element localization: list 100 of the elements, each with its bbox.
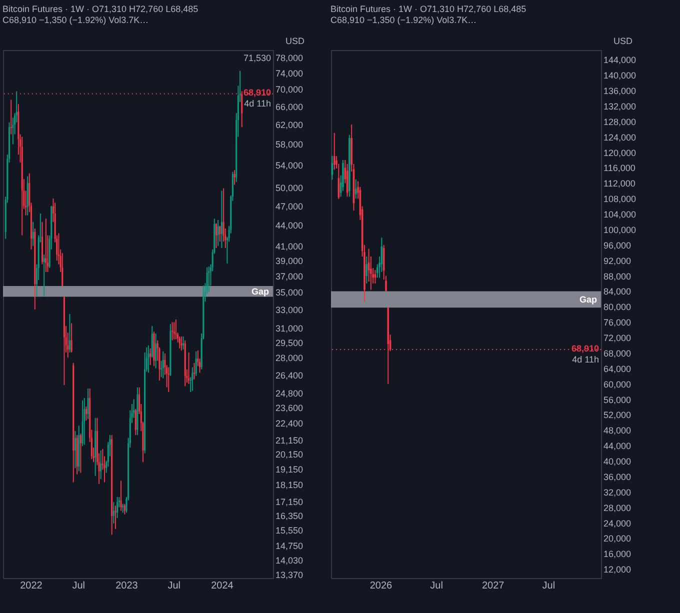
candlestick (150, 348, 152, 366)
candlestick (192, 366, 194, 392)
y-tick-label: 116,000 (604, 163, 636, 174)
band-label: Gap (579, 294, 598, 304)
y-tick-label: 18,150 (276, 480, 304, 490)
x-tick-label: Jul (72, 580, 85, 592)
y-tick-label: 76,000 (604, 318, 632, 328)
x-tick-label: 2022 (20, 580, 43, 592)
y-tick-label: 19,150 (276, 464, 304, 474)
y-tick-label: 26,400 (276, 370, 304, 380)
y-tick-label: 54,000 (276, 160, 304, 171)
y-tick-label: 112,000 (604, 178, 636, 189)
candlestick (80, 433, 82, 474)
candlestick (114, 505, 116, 530)
y-tick-label: 31,000 (276, 323, 304, 334)
x-tick-label: 2027 (482, 580, 505, 592)
y-tick-label: 37,000 (276, 271, 304, 282)
chart-title: Bitcoin Futures · 1W · O71,310 H72,760 L68,485 C68,910 −1,350 (−1.92%) Vol3.7K… (330, 4, 526, 25)
x-tick-label: Jul (430, 580, 443, 592)
candlestick (182, 336, 184, 350)
text: USD (613, 36, 633, 46)
y-tick-label: 140,000 (604, 70, 636, 81)
y-tick-label: 12,000 (604, 564, 632, 575)
y-tick-label: 48,000 (604, 426, 632, 436)
y-tick-label: 88,000 (604, 271, 632, 282)
candlestick (333, 132, 336, 170)
candlestick (87, 388, 89, 420)
y-tick-label: 39,000 (276, 256, 304, 266)
y-tick-label: 74,000 (276, 68, 304, 78)
y-tick-label: 14,750 (276, 540, 304, 551)
band-label: Gap (251, 286, 270, 296)
candlestick (220, 190, 222, 249)
y-tick-label: 32,000 (604, 487, 632, 498)
candlestick (120, 480, 122, 512)
ref-line-label: 68,910 (571, 343, 599, 354)
candlestick (85, 406, 87, 421)
y-tick-label: 24,000 (604, 518, 632, 528)
annotation: 4d 11h (244, 98, 271, 109)
candlestick (43, 254, 45, 297)
x-tick-label: 2024 (211, 580, 234, 592)
candlestick (195, 350, 197, 376)
candlestick (84, 397, 86, 446)
y-tick-label: 66,000 (276, 102, 304, 112)
y-tick-label: 50,000 (276, 183, 304, 194)
y-tick-label: 28,000 (604, 502, 632, 513)
candlestick (208, 266, 210, 293)
candlestick (234, 170, 236, 186)
y-tick-label: 96,000 (604, 240, 632, 250)
y-tick-label: 72,000 (604, 333, 632, 344)
y-tick-label: 120,000 (604, 148, 636, 158)
y-tick-label: 17,150 (276, 496, 304, 507)
y-tick-label: 56,000 (604, 394, 632, 405)
candlestick (74, 430, 76, 469)
y-tick-label: 104,000 (604, 210, 636, 220)
candlestick (188, 352, 190, 384)
y-tick-label: 60,000 (604, 379, 632, 390)
candlestick (68, 313, 70, 353)
y-tick-label: 21,150 (276, 435, 304, 446)
x-tick-label: Jul (542, 580, 556, 592)
candlestick (219, 225, 221, 242)
candlestick (82, 400, 84, 447)
candlestick (134, 408, 136, 436)
candlestick (217, 219, 219, 246)
y-tick-label: 136,000 (604, 86, 636, 96)
y-tick-label: 35,000 (276, 288, 304, 298)
candlestick (32, 221, 34, 246)
candlestick (155, 333, 157, 369)
candlestick (100, 450, 102, 480)
y-tick-label: 33,000 (276, 304, 304, 315)
annotation: 4d 11h (572, 354, 599, 364)
y-tick-label: 52,000 (604, 410, 632, 420)
candlestick (171, 322, 174, 341)
y-tick-label: 100,000 (604, 224, 636, 235)
y-tick-label: 28,000 (276, 353, 304, 364)
candlestick (180, 336, 182, 351)
y-tick-label: 24,800 (276, 388, 304, 399)
x-tick-label: 2023 (116, 580, 138, 592)
candlestick (148, 344, 150, 374)
candlestick (45, 218, 47, 273)
y-tick-label: 29,500 (276, 338, 304, 348)
candlestick (70, 322, 72, 353)
candlestick (62, 252, 64, 287)
y-tick-label: 14,030 (276, 556, 304, 566)
y-tick-label: 64,000 (604, 364, 632, 374)
y-tick-label: 22,400 (276, 418, 304, 429)
candlestick (354, 178, 357, 200)
y-tick-label: 20,150 (276, 450, 304, 460)
candlestick (178, 336, 180, 349)
y-tick-label: 16,000 (604, 549, 632, 560)
candlestick (116, 496, 118, 518)
y-tick-label: 41,000 (276, 241, 304, 252)
y-tick-label: 78,000 (276, 52, 304, 63)
candlestick (10, 99, 12, 135)
candlestick (151, 325, 153, 358)
candlestick (215, 222, 218, 249)
y-tick-label: 16,350 (276, 510, 304, 521)
candlestick (193, 362, 196, 380)
y-tick-label: 15,550 (276, 525, 304, 536)
y-tick-label: 44,000 (604, 441, 632, 452)
y-tick-label: 132,000 (604, 101, 636, 112)
